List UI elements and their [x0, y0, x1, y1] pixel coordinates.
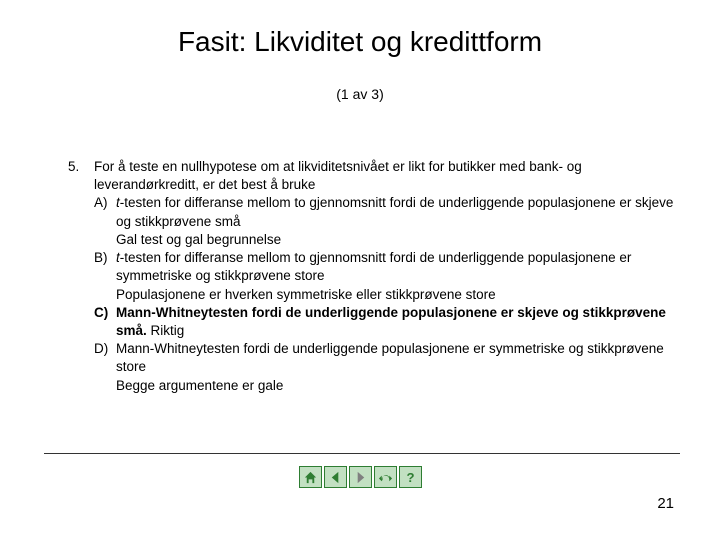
option-c-note-inline: Riktig [151, 323, 185, 338]
help-icon: ? [403, 470, 418, 485]
option-d: D) Mann-Whitneytesten fordi de underligg… [94, 340, 680, 376]
slide-subtitle: (1 av 3) [0, 86, 720, 102]
option-letter: D) [94, 340, 116, 376]
option-rest: Mann-Whitneytesten fordi de underliggend… [116, 305, 666, 338]
option-text: t-testen for differanse mellom to gjenno… [116, 249, 680, 285]
question-body: 5. For å teste en nullhypotese om at lik… [68, 158, 680, 395]
nav-bar: ? [0, 466, 720, 490]
option-letter: A) [94, 194, 116, 230]
page-number: 21 [657, 495, 674, 512]
option-d-note: Begge argumentene er gale [116, 377, 680, 395]
help-button[interactable]: ? [399, 466, 422, 488]
return-icon [378, 470, 393, 485]
svg-text:?: ? [406, 470, 414, 485]
option-rest: -testen for differanse mellom to gjennom… [116, 195, 673, 228]
option-b-note: Populasjonene er hverken symmetriske ell… [116, 286, 680, 304]
option-b: B) t-testen for differanse mellom to gje… [94, 249, 680, 285]
option-c: C) Mann-Whitneytesten fordi de underligg… [94, 304, 680, 340]
option-rest: Mann-Whitneytesten fordi de underliggend… [116, 341, 664, 374]
home-button[interactable] [299, 466, 322, 488]
divider [44, 453, 680, 454]
slide-title: Fasit: Likviditet og kredittform [0, 26, 720, 58]
home-icon [303, 470, 318, 485]
next-button[interactable] [349, 466, 372, 488]
next-icon [353, 470, 368, 485]
slide: Fasit: Likviditet og kredittform (1 av 3… [0, 0, 720, 540]
question-number: 5. [68, 158, 94, 194]
prev-icon [328, 470, 343, 485]
option-rest: -testen for differanse mellom to gjennom… [116, 250, 631, 283]
option-text: Mann-Whitneytesten fordi de underliggend… [116, 340, 680, 376]
prev-button[interactable] [324, 466, 347, 488]
option-letter: C) [94, 304, 116, 340]
option-text: t-testen for differanse mellom to gjenno… [116, 194, 680, 230]
option-text: Mann-Whitneytesten fordi de underliggend… [116, 304, 680, 340]
option-a: A) t-testen for differanse mellom to gje… [94, 194, 680, 230]
option-letter: B) [94, 249, 116, 285]
option-a-note: Gal test og gal begrunnelse [116, 231, 680, 249]
question-stem: For å teste en nullhypotese om at likvid… [94, 158, 680, 194]
return-button[interactable] [374, 466, 397, 488]
